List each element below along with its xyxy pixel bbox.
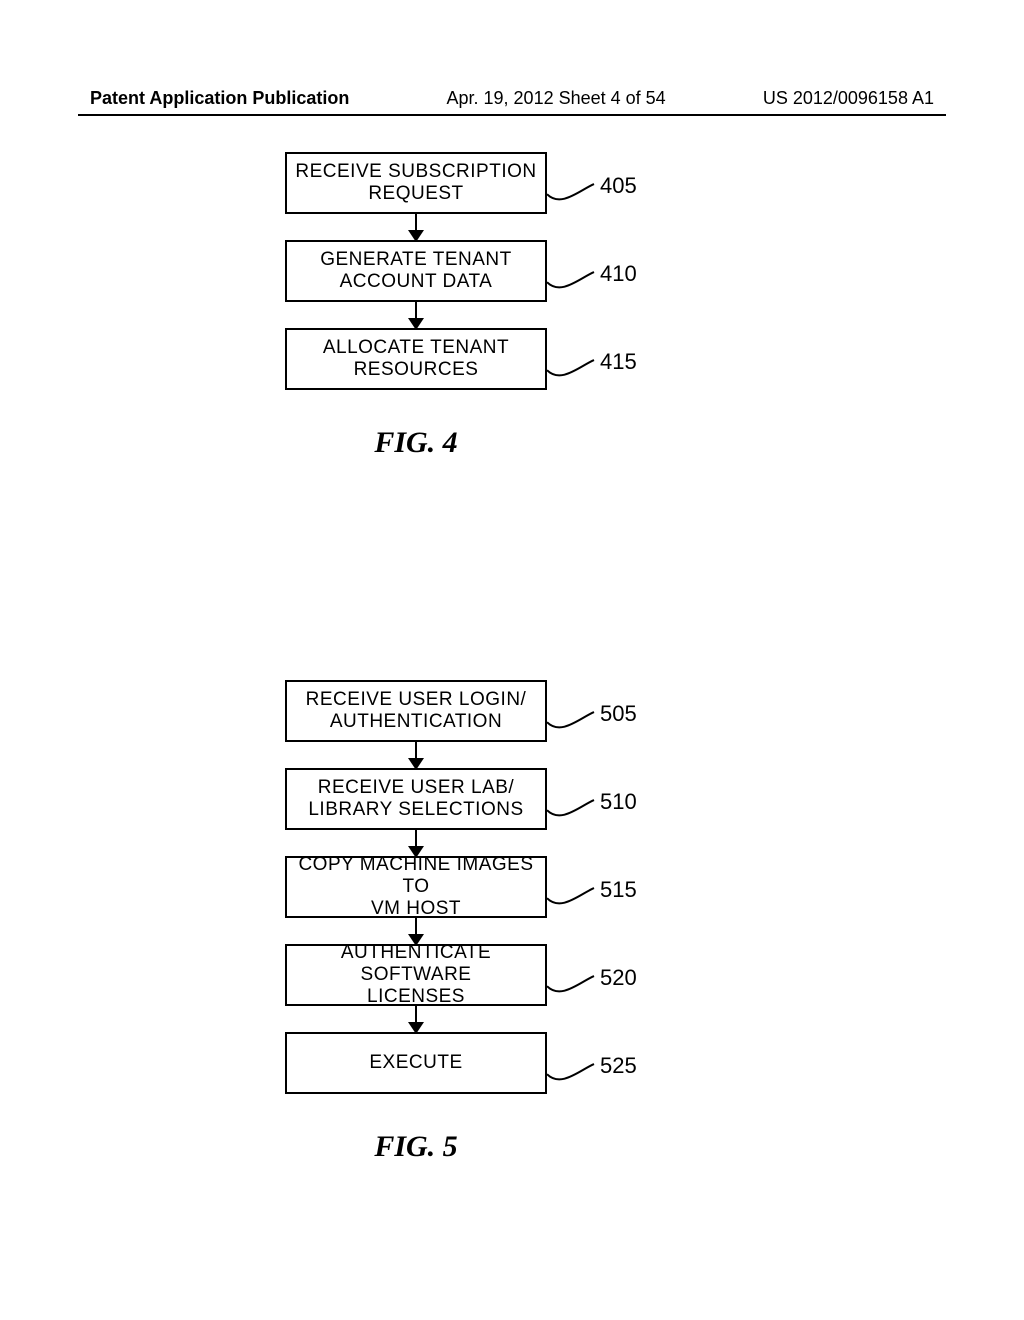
reference-number: 515 [600,877,637,903]
figure-4: RECEIVE SUBSCRIPTIONREQUEST405GENERATE T… [285,152,547,460]
reference-number: 405 [600,173,637,199]
reference-number: 415 [600,349,637,375]
leader-line [285,680,604,1094]
figure-5: RECEIVE USER LOGIN/AUTHENTICATION505RECE… [285,680,547,1164]
header-left: Patent Application Publication [90,88,349,109]
figure-caption: FIG. 4 [285,426,547,460]
leader-line [285,152,604,390]
reference-number: 520 [600,965,637,991]
header-right: US 2012/0096158 A1 [763,88,934,109]
reference-number: 505 [600,701,637,727]
reference-number: 510 [600,789,637,815]
header-rule [78,114,946,116]
reference-number: 525 [600,1053,637,1079]
header-mid: Apr. 19, 2012 Sheet 4 of 54 [447,88,666,109]
reference-number: 410 [600,261,637,287]
figure-caption: FIG. 5 [285,1130,547,1164]
